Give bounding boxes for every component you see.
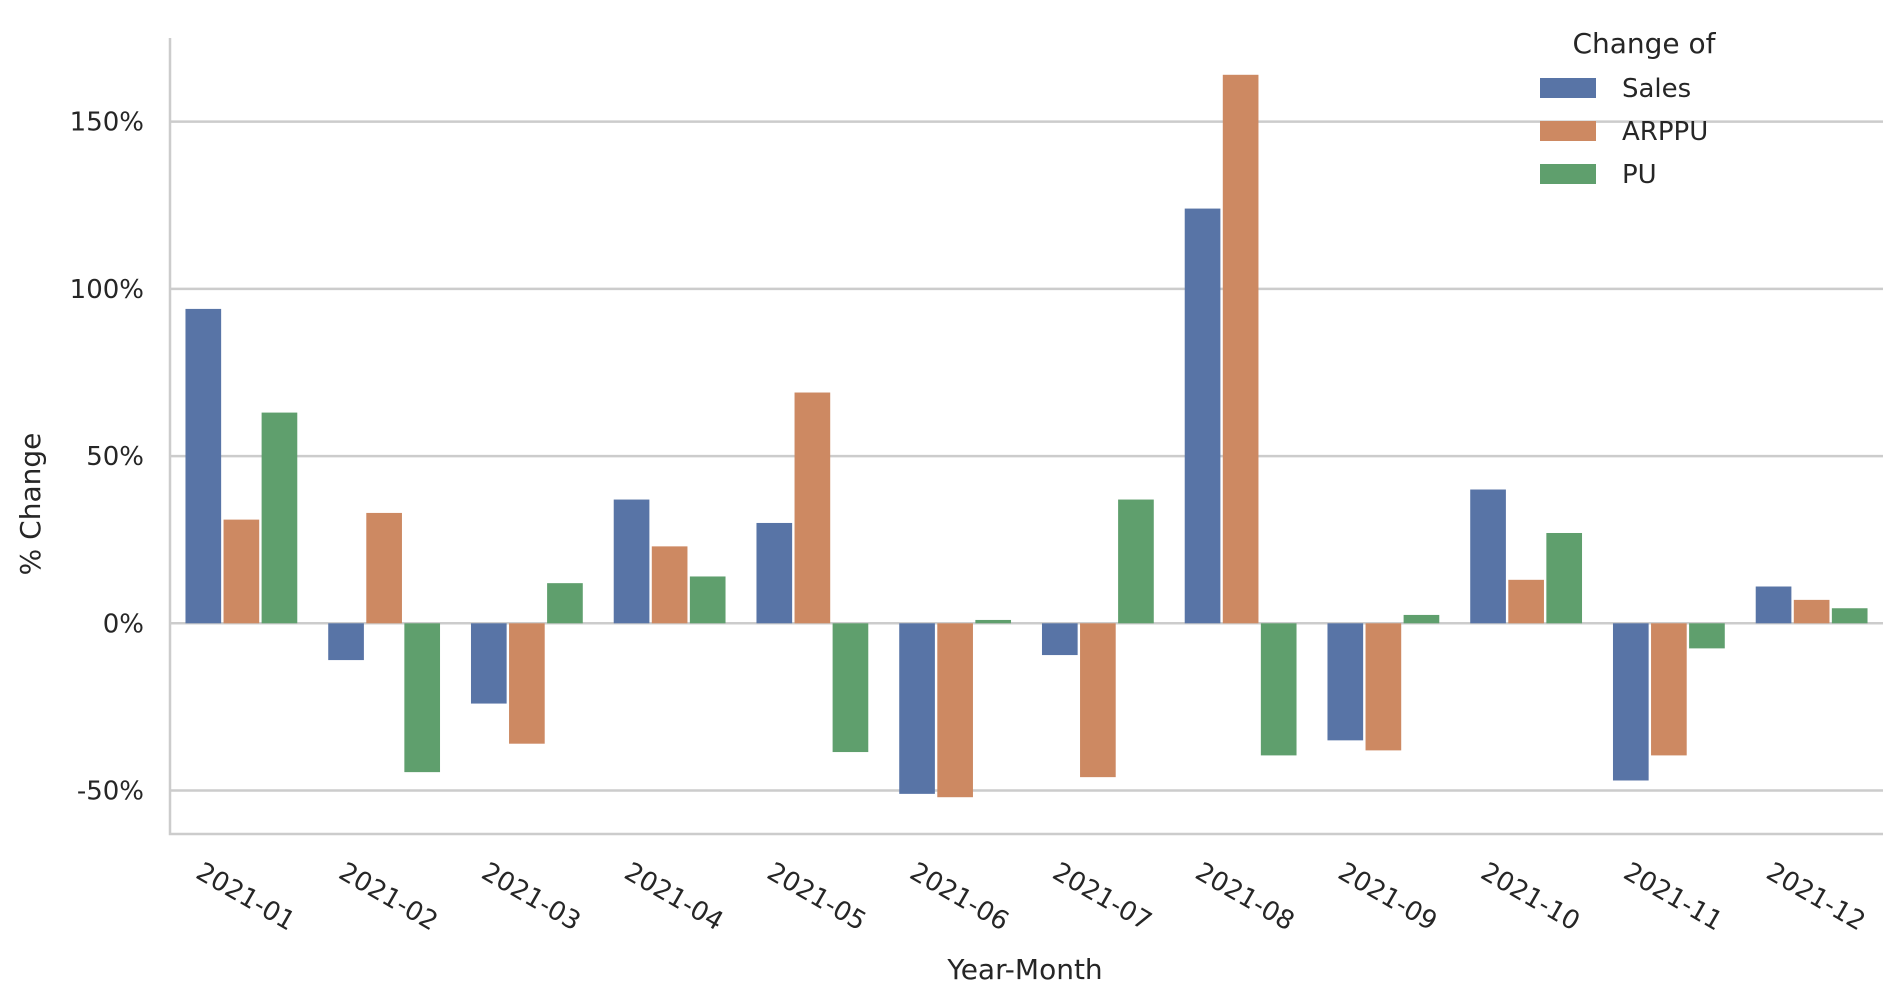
bar-sales-2021-01 [185,308,222,624]
x-tick-label: 2021-08 [1190,857,1299,937]
y-tick-label: 0% [103,609,144,639]
legend-swatch-pu [1540,164,1596,184]
x-tick-label: 2021-12 [1761,857,1870,937]
x-tick-labels: 2021-01 2021-02 2021-03 2021-04 2021-05 2021-… [191,857,1870,937]
x-axis-label: Year-Month [946,953,1102,986]
bar-sales-2021-08 [1184,208,1221,624]
bar-sales-2021-04 [613,499,650,624]
legend-label-arppu: ARPPU [1622,117,1708,147]
legend-swatch-arppu [1540,121,1596,141]
bar-pu-2021-06 [975,619,1012,624]
x-tick-label: 2021-02 [334,857,443,937]
x-tick-label: 2021-05 [762,857,871,937]
x-tick-label: 2021-01 [191,857,300,937]
x-tick-label: 2021-10 [1476,857,1585,937]
bar-pu-2021-08 [1260,623,1297,756]
bar-pu-2021-05 [832,623,869,753]
bar-arppu-2021-02 [366,512,402,624]
bar-arppu-2021-06 [937,623,973,798]
x-tick-label: 2021-06 [905,857,1014,937]
bar-sales-2021-06 [899,623,935,794]
bar-arppu-2021-01 [223,519,260,624]
legend-title: Change of [1572,27,1716,60]
axis-spines [168,38,1883,836]
bar-pu-2021-10 [1546,532,1583,624]
y-tick-label: 100% [70,275,144,305]
y-tick-labels: -50% 0% 50% 100% 150% [70,108,144,807]
bar-sales-2021-11 [1612,623,1649,781]
bar-pu-2021-01 [261,412,298,624]
legend: Change of Sales ARPPU PU [1540,27,1717,190]
x-tick-label: 2021-04 [619,857,728,937]
bar-pu-2021-07 [1118,499,1154,624]
bar-arppu-2021-04 [651,546,688,624]
bar-sales-2021-09 [1327,623,1364,741]
axes-spines [168,38,1883,836]
bar-sales-2021-10 [1470,489,1506,624]
bar-arppu-2021-09 [1365,623,1402,751]
x-tick-label: 2021-11 [1618,857,1727,937]
bar-arppu-2021-10 [1508,579,1544,624]
bar-pu-2021-02 [404,623,441,773]
legend-label-sales: Sales [1622,74,1691,104]
bar-pu-2021-11 [1689,623,1725,649]
bar-arppu-2021-07 [1080,623,1116,778]
bar-arppu-2021-05 [794,392,831,624]
y-axis-label: % Change [14,433,47,576]
bar-sales-2021-05 [756,522,793,624]
bar-arppu-2021-08 [1222,74,1259,624]
x-tick-label: 2021-03 [476,857,585,937]
bar-pu-2021-12 [1831,608,1868,624]
x-tick-label: 2021-09 [1333,857,1442,937]
bar-arppu-2021-03 [509,623,545,744]
legend-label-pu: PU [1622,160,1657,190]
gridlines [170,120,1883,792]
bar-sales-2021-02 [328,623,364,661]
bar-arppu-2021-11 [1651,623,1687,756]
y-tick-label: 150% [70,108,144,138]
bar-sales-2021-07 [1041,623,1078,656]
bar-sales-2021-03 [470,623,507,704]
bar-arppu-2021-12 [1793,599,1830,624]
legend-swatch-sales [1540,78,1596,98]
bar-pu-2021-04 [689,576,726,624]
bar-pu-2021-09 [1403,614,1440,624]
legend-items: Sales ARPPU PU [1540,74,1708,190]
bar-sales-2021-12 [1755,586,1792,624]
y-tick-label: 50% [86,442,144,472]
y-tick-label: -50% [77,777,144,807]
bars [185,74,1868,798]
x-tick-label: 2021-07 [1047,857,1156,937]
bar-pu-2021-03 [547,583,583,624]
